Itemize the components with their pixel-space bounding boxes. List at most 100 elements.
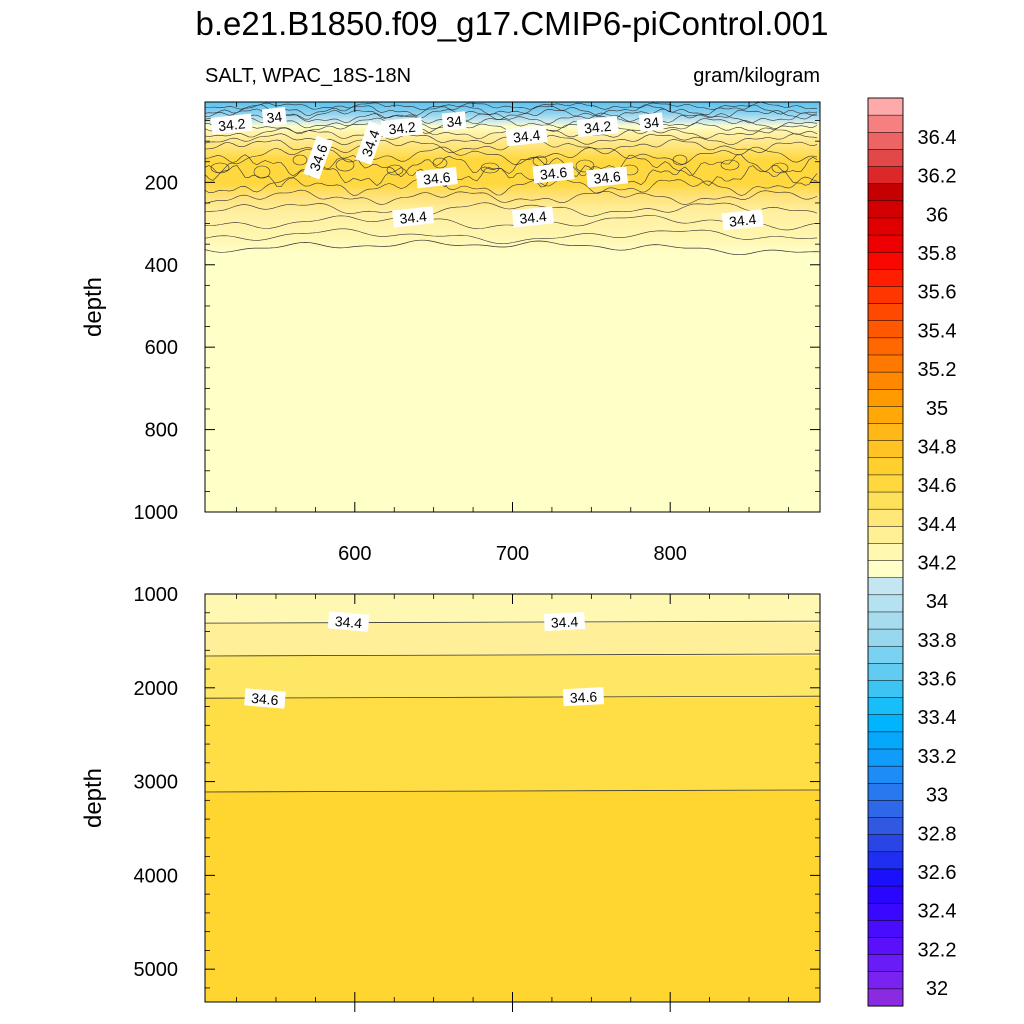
colorbar-box (867, 714, 904, 733)
upper-contour-line (204, 176, 818, 196)
colorbar-label: 33.2 (918, 746, 957, 768)
svg-text:34: 34 (643, 114, 660, 132)
colorbar-box (867, 303, 904, 322)
colorbar-label: 34.8 (918, 437, 957, 459)
lower-y-tick-label: 4000 (134, 865, 179, 887)
colorbar-label: 35.8 (918, 243, 957, 265)
colorbar-box (867, 748, 904, 767)
colorbar-box (867, 851, 904, 870)
upper-y-tick-label: 400 (145, 255, 178, 277)
colorbar-box (867, 269, 904, 288)
svg-text:34.6: 34.6 (569, 688, 597, 705)
upper-contour-label: 34.2 (576, 116, 619, 138)
lower-contour-line (204, 695, 821, 699)
upper-axis-ticks: 200 400 600 800 1000 600 700 800 (134, 102, 820, 565)
colorbar-box (867, 663, 904, 682)
svg-text:34.6: 34.6 (539, 164, 568, 183)
colorbar: 36.4 36.2 36 35.8 35.6 35.4 35.2 35 34.8 34.6 34.4… (867, 97, 957, 1007)
colorbar-box (867, 645, 904, 664)
eddy-contour (480, 162, 500, 174)
colorbar-label: 34.6 (918, 475, 957, 497)
lower-band-34-5 (205, 656, 820, 698)
upper-y-tick-label: 1000 (134, 502, 179, 524)
eddy-contour (335, 158, 355, 172)
colorbar-box (867, 902, 904, 921)
colorbar-box (867, 251, 904, 270)
colorbar-box (867, 406, 904, 425)
lower-band-34-6 (205, 698, 820, 791)
eddy-contour (253, 165, 271, 179)
colorbar-label: 33.8 (918, 630, 957, 652)
upper-contour-line (204, 146, 818, 166)
colorbar-box (867, 680, 904, 699)
colorbar-box (867, 474, 904, 493)
colorbar-box (867, 868, 904, 887)
colorbar-label: 35.6 (918, 282, 957, 304)
lower-contour-label: 34.4 (327, 611, 370, 632)
colorbar-label: 32.4 (918, 901, 957, 923)
upper-contour-label: 34.6 (532, 162, 575, 184)
upper-contour-label: 34.4 (392, 206, 435, 228)
lower-contour-line (204, 653, 821, 657)
lower-y-tick-label: 1000 (134, 584, 179, 606)
colorbar-label: 35.4 (918, 320, 957, 342)
svg-text:34.6: 34.6 (251, 690, 280, 708)
svg-text:34.4: 34.4 (550, 613, 578, 630)
upper-contour-line (205, 117, 818, 130)
lower-y-axis-label: depth (80, 768, 107, 828)
colorbar-box (867, 817, 904, 836)
colorbar-label: 34 (926, 591, 948, 613)
upper-contour-label: 34 (261, 107, 287, 127)
upper-contour-label: 34.4 (505, 125, 548, 147)
lower-contour-label: 34.4 (543, 612, 586, 632)
upper-contour-line (204, 112, 818, 125)
colorbar-label: 36 (926, 204, 948, 226)
lower-contour-label: 34.6 (562, 687, 605, 707)
colorbar-label: 34.2 (918, 553, 957, 575)
colorbar-box (867, 114, 904, 133)
colorbar-box (867, 491, 904, 510)
svg-text:34.2: 34.2 (388, 119, 417, 138)
colorbar-box (867, 389, 904, 407)
upper-contour-label: 34.6 (586, 166, 629, 188)
colorbar-box (867, 628, 904, 647)
upper-contour-label: 34 (638, 112, 664, 132)
colorbar-label: 33 (926, 785, 948, 807)
lower-contour-line (204, 789, 821, 793)
svg-text:34.2: 34.2 (583, 118, 612, 137)
colorbar-box (867, 885, 904, 904)
colorbar-label: 35 (926, 398, 948, 420)
x-tick-label: 700 (496, 543, 529, 565)
upper-contour-line (204, 101, 818, 111)
colorbar-label: 32.8 (918, 823, 957, 845)
x-tick-label: 800 (654, 543, 687, 565)
svg-text:34: 34 (266, 108, 283, 126)
svg-text:34.6: 34.6 (593, 168, 622, 187)
upper-contour-line (204, 228, 818, 245)
colorbar-label: 35.2 (918, 359, 957, 381)
upper-y-tick-label: 800 (145, 420, 178, 442)
lower-band-deep (205, 791, 820, 1002)
lower-band-34-4 (205, 623, 820, 656)
upper-contour-line (204, 108, 818, 120)
colorbar-box (867, 508, 904, 527)
colorbar-box (867, 697, 904, 716)
colorbar-box (867, 234, 904, 253)
upper-plot-frame (204, 101, 821, 513)
svg-text:34.4: 34.4 (519, 208, 548, 227)
colorbar-box (867, 457, 904, 476)
svg-text:34.4: 34.4 (512, 127, 541, 146)
lower-y-tick-label: 2000 (134, 678, 179, 700)
colorbar-box (867, 526, 904, 544)
svg-text:34.6: 34.6 (422, 169, 451, 188)
eddy-contour (575, 159, 595, 173)
svg-text:34.4: 34.4 (399, 208, 428, 227)
svg-text:34: 34 (446, 113, 463, 131)
colorbar-box (867, 954, 904, 973)
colorbar-box (867, 337, 904, 356)
upper-contour-line (204, 215, 818, 231)
colorbar-box (867, 594, 904, 613)
colorbar-label: 36.2 (918, 166, 957, 188)
colorbar-box (867, 286, 904, 305)
